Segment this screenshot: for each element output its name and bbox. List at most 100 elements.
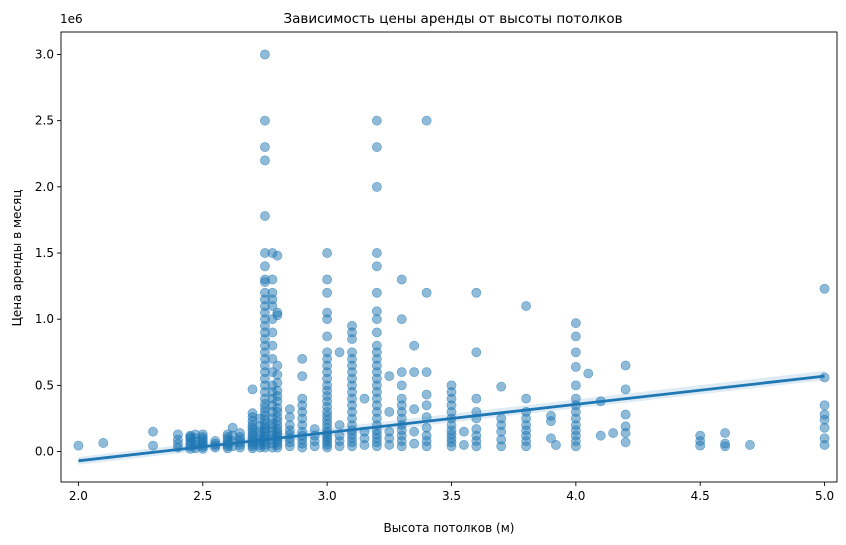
scatter-point (745, 440, 755, 450)
scatter-point (720, 438, 730, 449)
scatter-point (371, 340, 382, 351)
scatter-point (471, 393, 482, 404)
y-tick-label: 0.5 (35, 378, 54, 392)
scatter-point (371, 115, 382, 126)
scatter-point (197, 429, 208, 440)
x-tick-label: 4.5 (691, 489, 710, 503)
scatter-point (459, 426, 469, 437)
scatter-point (384, 371, 395, 382)
scatter-point (359, 393, 370, 404)
scatter-point (396, 380, 407, 391)
scatter-point (267, 327, 278, 338)
x-tick-label: 5.0 (815, 489, 834, 503)
scatter-point (260, 155, 270, 166)
scatter-point (267, 340, 278, 351)
scatter-point (546, 410, 556, 421)
scatter-point (608, 428, 619, 438)
scatter-point (148, 426, 158, 437)
scatter-point (570, 380, 581, 391)
scatter-point (409, 438, 420, 449)
chart-title: Зависимость цены аренды от высоты потолк… (283, 11, 622, 27)
x-tick-label: 3.0 (318, 489, 337, 503)
scatter-point (334, 347, 345, 358)
scatter-point (384, 406, 395, 417)
axes-frame (60, 31, 838, 483)
scatter-point (371, 287, 382, 298)
scatter-point (570, 361, 581, 372)
scatter-point (570, 347, 581, 358)
y-tick-label: 2.5 (35, 114, 54, 128)
scatter-point (695, 430, 706, 441)
scatter-point (620, 409, 631, 420)
scatter-point (148, 440, 158, 451)
scatter-point (334, 420, 345, 430)
x-axis-ticks: 2.0 2.5 3.0 3.5 4.0 4.5 5.0 (69, 482, 834, 503)
scatter-point (322, 287, 333, 298)
scatter-point (384, 426, 395, 437)
scatter-point (396, 367, 407, 378)
scatter-point (409, 404, 420, 415)
scatter-point (267, 354, 278, 364)
scatter-point (521, 393, 531, 404)
scatter-point (227, 422, 238, 433)
scatter-point (421, 115, 432, 126)
scatter-point (819, 400, 830, 411)
x-tick-label: 3.5 (442, 489, 461, 503)
scatter-point (396, 274, 407, 285)
scatter-point (347, 347, 357, 358)
scatter-point (409, 340, 420, 351)
y-tick-label: 0.0 (35, 445, 54, 459)
regression-line (78, 374, 825, 463)
scatter-point (322, 307, 333, 318)
scatter-point (297, 371, 308, 382)
axes-border (60, 31, 838, 483)
scatter-point (98, 438, 109, 448)
scatter-point (570, 331, 581, 342)
regression-layer (78, 374, 825, 463)
scatter-point (471, 424, 482, 434)
scatter-point (297, 393, 308, 404)
y-tick-label: 3.0 (35, 48, 54, 62)
points-layer (73, 49, 830, 454)
scatter-point (371, 327, 382, 338)
scatter-point (620, 384, 631, 395)
y-tick-label: 1.5 (35, 246, 54, 260)
scatter-point (371, 181, 382, 192)
scatter-point (446, 380, 457, 391)
scatter-point (595, 430, 606, 441)
scatter-point (620, 360, 631, 371)
scatter-point (819, 283, 830, 294)
scatter-point (496, 381, 507, 392)
scatter-point (267, 287, 278, 298)
scatter-point (260, 211, 270, 221)
scatter-point (620, 437, 631, 448)
scatter-point (371, 261, 382, 272)
scatter-point (496, 413, 507, 424)
scatter-point (819, 433, 830, 444)
scatter-point (260, 261, 270, 272)
scatter-point (272, 307, 283, 318)
scatter-point (371, 306, 382, 317)
scatter-point (272, 369, 283, 380)
scatter-point (620, 421, 631, 432)
scatter-point (322, 347, 333, 358)
y-axis-offset-label: 1e6 (60, 12, 83, 26)
x-tick-label: 4.0 (566, 489, 585, 503)
scatter-point (471, 347, 482, 358)
scatter-point (247, 384, 258, 395)
scatter-point (260, 142, 270, 153)
scatter-point (322, 331, 333, 342)
scatter-point (570, 318, 581, 329)
scatter-point (272, 250, 283, 261)
scatter-point (421, 422, 432, 433)
scatter-point (720, 428, 730, 438)
scatter-point (267, 274, 278, 285)
scatter-point (172, 429, 183, 440)
scatter-point (421, 287, 432, 298)
scatter-point (73, 440, 84, 451)
scatter-point (421, 389, 432, 400)
scatter-point (272, 360, 283, 371)
scatter-point (570, 393, 581, 404)
scatter-point (297, 354, 308, 364)
